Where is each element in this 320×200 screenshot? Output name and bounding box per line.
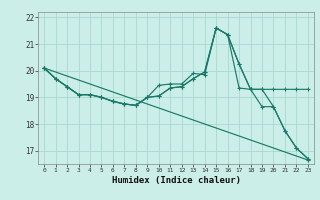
X-axis label: Humidex (Indice chaleur): Humidex (Indice chaleur)	[111, 176, 241, 185]
